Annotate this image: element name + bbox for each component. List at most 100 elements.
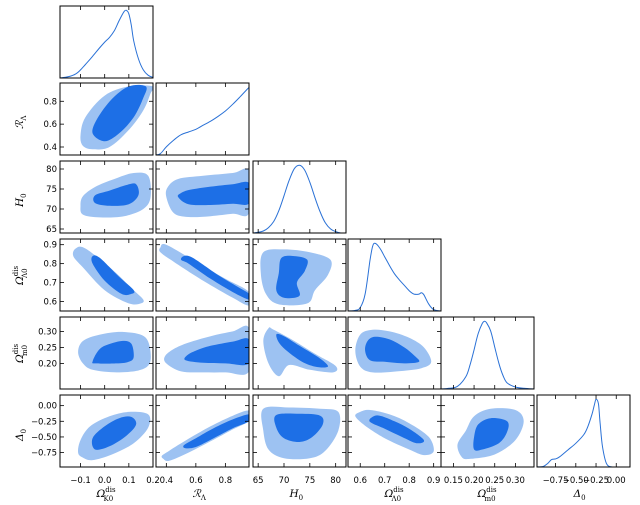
panel-frame bbox=[59, 316, 154, 390]
panel-frame bbox=[155, 394, 250, 468]
x-tick-label-rl: 0.8 bbox=[219, 476, 233, 486]
marginal-h0 bbox=[253, 164, 346, 233]
panel-frame bbox=[252, 238, 347, 312]
x-tick-label-om: 0.25 bbox=[485, 476, 504, 486]
contour-inner-h0-ol bbox=[276, 255, 308, 299]
y-axis-label-text: Ωdism0 bbox=[12, 344, 29, 364]
y-tick-label-h0: 80 bbox=[46, 165, 57, 175]
panel-h0-d0 bbox=[252, 394, 347, 468]
x-tick-label-ol: 0.7 bbox=[378, 476, 392, 486]
x-axis-label-ok: Ωdis K0 bbox=[96, 486, 116, 503]
contour-ok-d0 bbox=[78, 411, 151, 461]
contour-ok-rl bbox=[80, 84, 153, 150]
panel-rl-om bbox=[155, 316, 250, 390]
y-tick-label-h0: 70 bbox=[46, 205, 57, 215]
x-tick-label-rl: 0.6 bbox=[189, 476, 203, 486]
y-axis-label-d0: Δ0 bbox=[14, 429, 28, 442]
contour-ok-om bbox=[78, 331, 151, 373]
x-tick-label-ok: 0.0 bbox=[98, 476, 112, 486]
y-tick-label-om: 0.20 bbox=[38, 359, 57, 369]
x-axis-label-ol: Ωdis Λ0 bbox=[384, 486, 404, 503]
y-axis-label-text: H0 bbox=[14, 193, 28, 208]
y-tick-label-rl: 0.4 bbox=[43, 143, 57, 153]
x-tick-label-d0: −0.25 bbox=[583, 476, 609, 486]
contour-h0-ol bbox=[260, 249, 332, 306]
x-axis-label-d0: Δ0 bbox=[573, 488, 586, 502]
x-tick-label-om: 0.20 bbox=[465, 476, 484, 486]
y-tick-label-d0: −0.25 bbox=[31, 417, 57, 427]
y-tick-label-ol: 0.7 bbox=[43, 279, 57, 289]
panel-d0-d0 bbox=[536, 394, 631, 468]
panel-h0-ol bbox=[252, 238, 347, 312]
y-tick-label-om: 0.25 bbox=[38, 343, 57, 353]
panel-frame bbox=[155, 238, 250, 312]
y-tick-label-d0: −0.50 bbox=[31, 433, 57, 443]
panel-frame bbox=[59, 394, 154, 468]
x-tick-label-h0: 75 bbox=[304, 476, 315, 486]
contour-inner-ok-ol bbox=[91, 255, 135, 296]
panel-frame bbox=[252, 316, 347, 390]
contour-rl-h0 bbox=[165, 168, 249, 218]
x-axis-label-text: Ωdis m0 bbox=[477, 486, 497, 503]
panel-ok-ol bbox=[59, 238, 154, 312]
marginal-d0 bbox=[537, 398, 630, 467]
y-tick-label-ol: 0.9 bbox=[43, 241, 57, 251]
contour-ok-h0 bbox=[80, 172, 151, 218]
x-tick-label-om: 0.30 bbox=[506, 476, 525, 486]
contour-inner-h0-d0 bbox=[274, 413, 324, 443]
panel-frame bbox=[536, 394, 631, 468]
panel-ol-ol bbox=[347, 238, 442, 312]
contour-inner-ok-h0 bbox=[93, 183, 139, 206]
x-axis-label-text: Ωdis Λ0 bbox=[384, 486, 404, 503]
y-axis-label-text: ℛΛ bbox=[14, 115, 28, 129]
contour-rl-om bbox=[164, 325, 249, 375]
x-tick-label-d0: −0.50 bbox=[563, 476, 589, 486]
panel-rl-h0 bbox=[155, 160, 250, 234]
x-tick-label-h0: 80 bbox=[330, 476, 341, 486]
y-tick-label-rl: 0.8 bbox=[43, 97, 57, 107]
contour-inner-ol-om bbox=[365, 336, 420, 364]
y-axis-label-text: Δ0 bbox=[14, 429, 28, 442]
panel-frame bbox=[155, 316, 250, 390]
panel-rl-rl bbox=[155, 82, 250, 156]
marginal-ol bbox=[348, 242, 441, 311]
marginal-rl bbox=[156, 86, 249, 155]
x-tick-label-ok: 0.2 bbox=[146, 476, 160, 486]
x-axis-label-om: Ωdis m0 bbox=[477, 486, 497, 503]
contour-inner-rl-d0 bbox=[183, 414, 249, 449]
x-axis-label-text: Ωdis K0 bbox=[96, 486, 116, 503]
x-tick-label-rl: 0.4 bbox=[160, 476, 174, 486]
panel-ok-h0 bbox=[59, 160, 154, 234]
y-tick-label-om: 0.30 bbox=[38, 327, 57, 337]
y-tick-label-d0: 0.00 bbox=[38, 402, 57, 412]
y-axis-label-om: Ωdism0 bbox=[12, 344, 29, 364]
contour-inner-h0-om bbox=[276, 333, 329, 368]
panel-rl-d0 bbox=[155, 394, 250, 468]
y-axis-label-text: ΩdisΛ0 bbox=[12, 266, 29, 286]
panel-om-d0 bbox=[440, 394, 535, 468]
y-axis-label-h0: H0 bbox=[14, 193, 28, 208]
contour-inner-rl-om bbox=[184, 338, 249, 366]
contour-inner-ol-d0 bbox=[369, 415, 425, 444]
contour-rl-d0 bbox=[161, 410, 249, 461]
x-tick-label-d0: 0.00 bbox=[607, 476, 626, 486]
panel-frame bbox=[440, 316, 535, 390]
contour-h0-om bbox=[263, 327, 338, 377]
marginal-ok bbox=[60, 9, 153, 78]
x-axis-label-text: ℛΛ bbox=[193, 488, 207, 502]
panel-frame bbox=[155, 160, 250, 234]
x-tick-label-ol: 0.6 bbox=[353, 476, 367, 486]
contour-inner-rl-h0 bbox=[177, 181, 249, 206]
x-axis-label-h0: H0 bbox=[289, 488, 304, 502]
panel-frame bbox=[252, 160, 347, 234]
contour-h0-d0 bbox=[261, 406, 341, 460]
panel-om-om bbox=[440, 316, 535, 390]
x-axis-label-text: Δ0 bbox=[573, 488, 586, 502]
marginal-om bbox=[441, 320, 534, 389]
x-tick-label-ol: 0.9 bbox=[427, 476, 441, 486]
y-tick-label-ol: 0.6 bbox=[43, 298, 57, 308]
panel-frame bbox=[59, 5, 154, 79]
contour-ok-ol bbox=[72, 246, 144, 305]
panel-h0-h0 bbox=[252, 160, 347, 234]
